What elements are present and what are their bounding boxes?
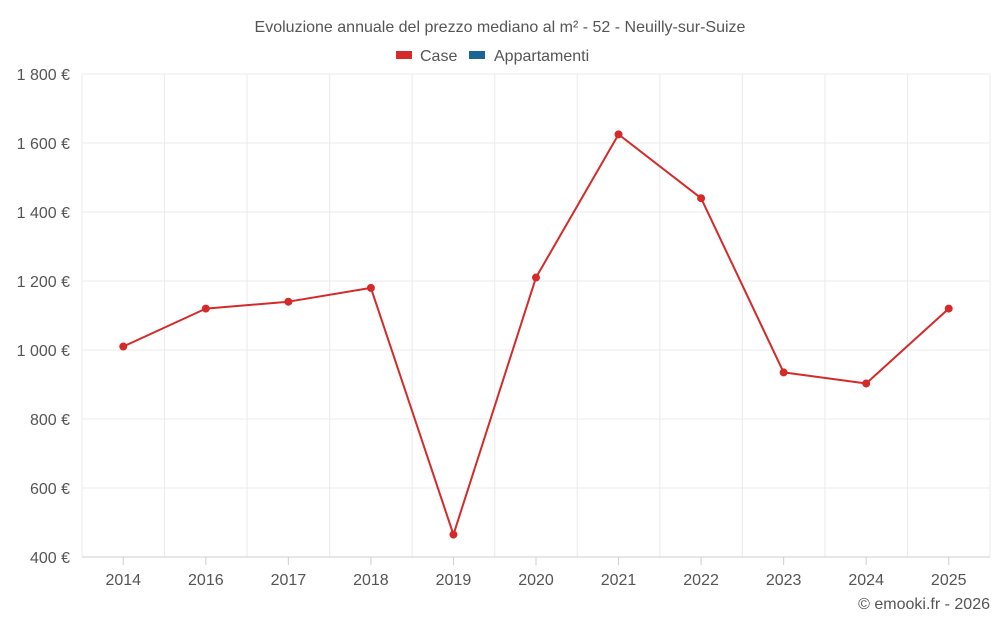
data-point[interactable] — [284, 297, 293, 306]
data-point[interactable] — [862, 379, 871, 388]
grid — [81, 73, 991, 557]
data-point[interactable] — [366, 283, 375, 292]
x-tick-label: 2016 — [188, 572, 224, 589]
y-tick-label: 1 800 € — [17, 67, 70, 84]
data-point[interactable] — [449, 530, 458, 539]
x-tick-label: 2019 — [436, 572, 472, 589]
data-point[interactable] — [697, 194, 706, 203]
series-layer — [119, 130, 953, 539]
legend: Case Appartamenti — [396, 48, 589, 65]
data-point[interactable] — [614, 130, 623, 139]
data-point[interactable] — [532, 273, 540, 282]
legend-label-case[interactable]: Case — [420, 48, 457, 65]
x-tick-label: 2023 — [766, 572, 802, 589]
x-tick-label: 2014 — [105, 572, 141, 589]
x-tick-label: 2018 — [353, 572, 389, 589]
data-point[interactable] — [944, 304, 953, 313]
y-tick-label: 1 200 € — [17, 274, 70, 291]
x-tick-label: 2017 — [271, 572, 307, 589]
legend-swatch-case — [396, 51, 412, 59]
y-tick-label: 400 € — [30, 550, 70, 567]
y-axis: 400 € 600 € 800 € 1 000 € 1 200 € 1 400 € 1 60… — [17, 67, 70, 567]
y-tick-label: 600 € — [30, 481, 70, 498]
legend-swatch-appartamenti — [469, 51, 485, 59]
chart-title: Evoluzione annuale del prezzo mediano al… — [255, 19, 746, 36]
data-point[interactable] — [201, 304, 210, 313]
x-tick-label: 2021 — [601, 572, 637, 589]
legend-label-appartamenti[interactable]: Appartamenti — [494, 48, 589, 65]
x-tick-label: 2025 — [931, 572, 967, 589]
y-tick-label: 800 € — [30, 412, 70, 429]
x-tick-label: 2022 — [683, 572, 719, 589]
y-tick-label: 1 400 € — [17, 205, 70, 222]
x-axis: 2014 2016 2017 2018 2019 2020 2021 2022 2023 2024… — [82, 556, 990, 589]
x-tick-label: 2020 — [518, 572, 554, 589]
y-tick-label: 1 600 € — [17, 136, 70, 153]
x-tick-label: 2024 — [848, 572, 884, 589]
data-point[interactable] — [779, 368, 788, 377]
y-tick-label: 1 000 € — [17, 343, 70, 360]
credit-text: © emooki.fr - 2026 — [858, 596, 990, 613]
data-point[interactable] — [119, 342, 128, 351]
